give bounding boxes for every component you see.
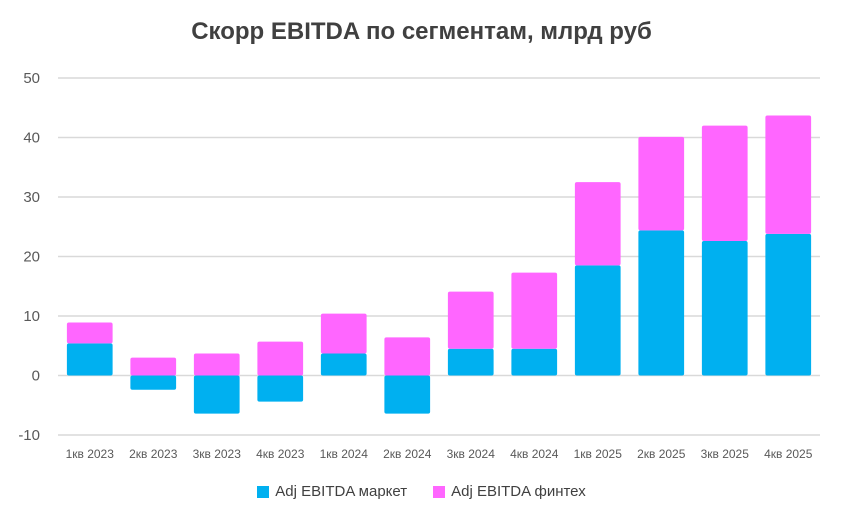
y-tick-label: 10	[23, 308, 40, 325]
x-tick-label: 3кв 2025	[701, 447, 750, 461]
bar-market	[193, 375, 240, 414]
x-tick-label: 4кв 2024	[510, 447, 559, 461]
x-tick-label: 3кв 2024	[447, 447, 496, 461]
x-tick-label: 4кв 2025	[764, 447, 813, 461]
legend-label-fintech: Adj EBITDA финтех	[451, 483, 586, 500]
bar-fintech	[511, 272, 558, 349]
bar-fintech	[701, 125, 748, 242]
bar-fintech	[447, 291, 494, 349]
bar-fintech	[193, 353, 240, 376]
x-tick-label: 3кв 2023	[193, 447, 242, 461]
bar-market	[447, 348, 494, 376]
bar-fintech	[574, 182, 621, 266]
bar-market	[66, 343, 113, 376]
legend-item-market: Adj EBITDA маркет	[257, 483, 407, 500]
x-tick-label: 2кв 2024	[383, 447, 432, 461]
x-tick-label: 4кв 2023	[256, 447, 305, 461]
x-tick-label: 1кв 2025	[574, 447, 623, 461]
x-tick-label: 2кв 2023	[129, 447, 178, 461]
bar-market	[638, 230, 685, 376]
bar-market	[701, 241, 748, 376]
legend-swatch-market	[257, 485, 270, 498]
y-tick-label: 30	[23, 189, 40, 206]
y-tick-label: -10	[18, 427, 40, 444]
bar-market	[130, 375, 177, 390]
bar-market	[320, 353, 367, 376]
bar-fintech	[320, 313, 367, 354]
legend-swatch-fintech	[433, 485, 446, 498]
legend-label-market: Adj EBITDA маркет	[275, 483, 408, 500]
bar-fintech	[765, 115, 812, 234]
x-tick-label: 2кв 2025	[637, 447, 686, 461]
x-tick-label: 1кв 2023	[66, 447, 115, 461]
bar-fintech	[638, 136, 685, 231]
bar-market	[765, 233, 812, 376]
bar-fintech	[384, 337, 431, 376]
x-tick-label: 1кв 2024	[320, 447, 369, 461]
bar-fintech	[257, 341, 304, 376]
bar-market	[574, 265, 621, 376]
bar-fintech	[130, 357, 177, 376]
bar-fintech	[66, 322, 113, 344]
y-tick-label: 40	[23, 130, 40, 147]
bar-market	[384, 375, 431, 414]
bar-market	[511, 348, 558, 376]
y-tick-label: 0	[32, 368, 40, 385]
y-tick-label: 20	[23, 249, 40, 266]
bar-market	[257, 375, 304, 402]
y-tick-label: 50	[23, 70, 40, 87]
chart-title: Скорр EBITDA по сегментам, млрд руб	[191, 18, 652, 45]
legend-item-fintech: Adj EBITDA финтех	[433, 483, 586, 500]
legend: Adj EBITDA маркет Adj EBITDA финтех	[0, 483, 843, 500]
